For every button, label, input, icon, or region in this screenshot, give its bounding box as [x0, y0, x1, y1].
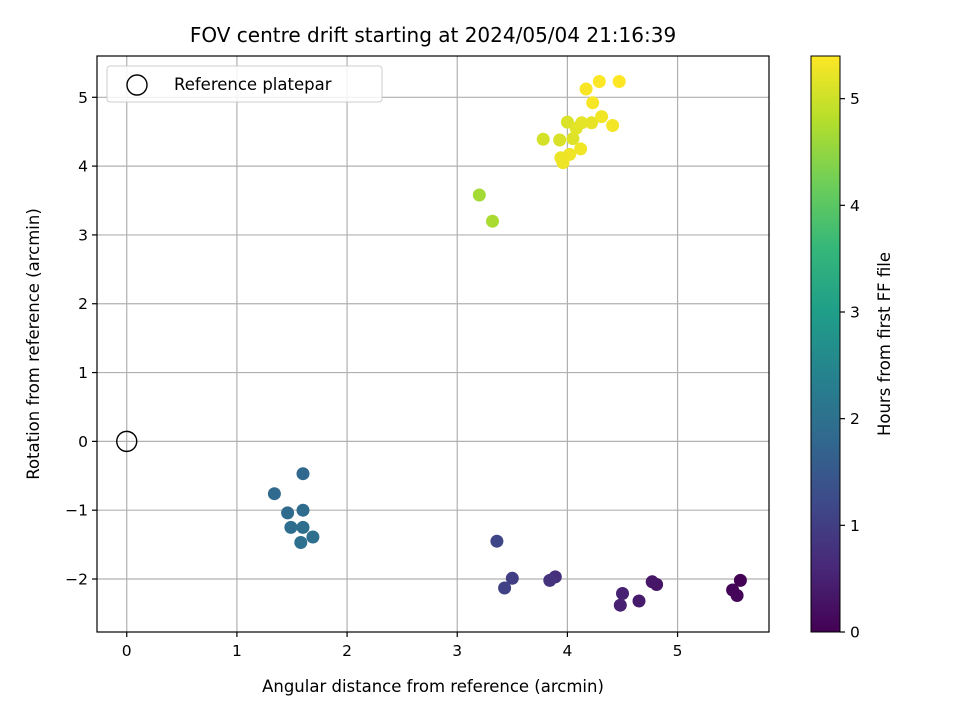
legend: Reference platepar — [106, 65, 383, 103]
reference-platepar-marker — [116, 430, 138, 453]
y-tick-label: 5 — [78, 89, 88, 107]
legend-box — [106, 65, 383, 103]
data-point — [543, 573, 557, 587]
legend-label: Reference platepar — [174, 75, 332, 94]
data-point — [606, 119, 620, 132]
colorbar-tick-label: 5 — [850, 90, 860, 108]
data-point — [284, 520, 298, 534]
plot-frame — [96, 55, 770, 633]
x-tick-label: 0 — [122, 642, 132, 660]
colorbar-tick-label: 1 — [850, 517, 860, 535]
colorbar-tick-label: 0 — [850, 624, 860, 642]
data-point — [294, 536, 308, 549]
data-point — [613, 598, 627, 612]
data-point — [592, 75, 606, 88]
data-point — [296, 520, 310, 534]
colorbar-tick-label: 2 — [850, 410, 860, 428]
data-point — [730, 589, 744, 602]
x-tick-label: 5 — [673, 642, 683, 660]
y-axis-ticks: −2 −1 0 1 2 3 4 5 — [65, 89, 97, 589]
y-tick-label: 1 — [78, 364, 88, 382]
data-point — [579, 82, 593, 96]
y-tick-label: −2 — [65, 571, 88, 589]
x-tick-label: 3 — [452, 642, 462, 660]
data-point — [498, 581, 512, 595]
x-tick-label: 4 — [562, 642, 572, 660]
data-point — [612, 75, 626, 88]
colorbar-tick-label: 4 — [850, 197, 860, 215]
data-point — [566, 132, 580, 146]
data-point — [616, 587, 629, 600]
y-tick-label: 2 — [78, 295, 88, 313]
reference-marker-layer — [116, 430, 138, 453]
data-point — [281, 506, 295, 520]
y-tick-label: −1 — [65, 502, 88, 520]
data-point — [733, 573, 747, 587]
x-axis-ticks: 0 1 2 3 4 5 — [122, 632, 683, 660]
data-point — [595, 110, 609, 124]
data-point — [306, 530, 320, 544]
data-point — [505, 571, 519, 585]
colorbar-tick-label: 3 — [850, 304, 860, 322]
data-point — [267, 487, 281, 501]
data-point — [574, 142, 588, 156]
data-point — [472, 188, 486, 202]
data-point — [296, 503, 310, 517]
colorbar — [810, 55, 841, 633]
x-axis-label: Angular distance from reference (arcmin) — [262, 677, 604, 696]
y-tick-label: 0 — [78, 433, 88, 451]
data-point — [553, 133, 567, 147]
data-point — [575, 116, 589, 130]
data-point — [632, 594, 646, 608]
data-point — [296, 467, 310, 481]
data-point — [586, 96, 600, 110]
data-point — [486, 214, 499, 228]
colorbar-ticks: 0 1 2 3 4 5 — [840, 90, 860, 642]
data-point — [645, 575, 659, 589]
data-point — [490, 534, 504, 548]
y-tick-label: 3 — [78, 226, 88, 244]
y-axis-label: Rotation from reference (arcmin) — [24, 208, 43, 480]
x-tick-label: 2 — [342, 642, 352, 660]
legend-marker-icon — [126, 74, 148, 96]
x-tick-label: 1 — [232, 642, 242, 660]
data-point — [585, 116, 599, 130]
data-point — [536, 132, 550, 146]
data-points — [267, 75, 747, 612]
colorbar-label: Hours from first FF file — [875, 252, 894, 436]
y-tick-label: 4 — [78, 158, 88, 176]
grid — [97, 56, 769, 632]
data-point — [563, 147, 577, 161]
chart-title: FOV centre drift starting at 2024/05/04 … — [190, 23, 676, 47]
